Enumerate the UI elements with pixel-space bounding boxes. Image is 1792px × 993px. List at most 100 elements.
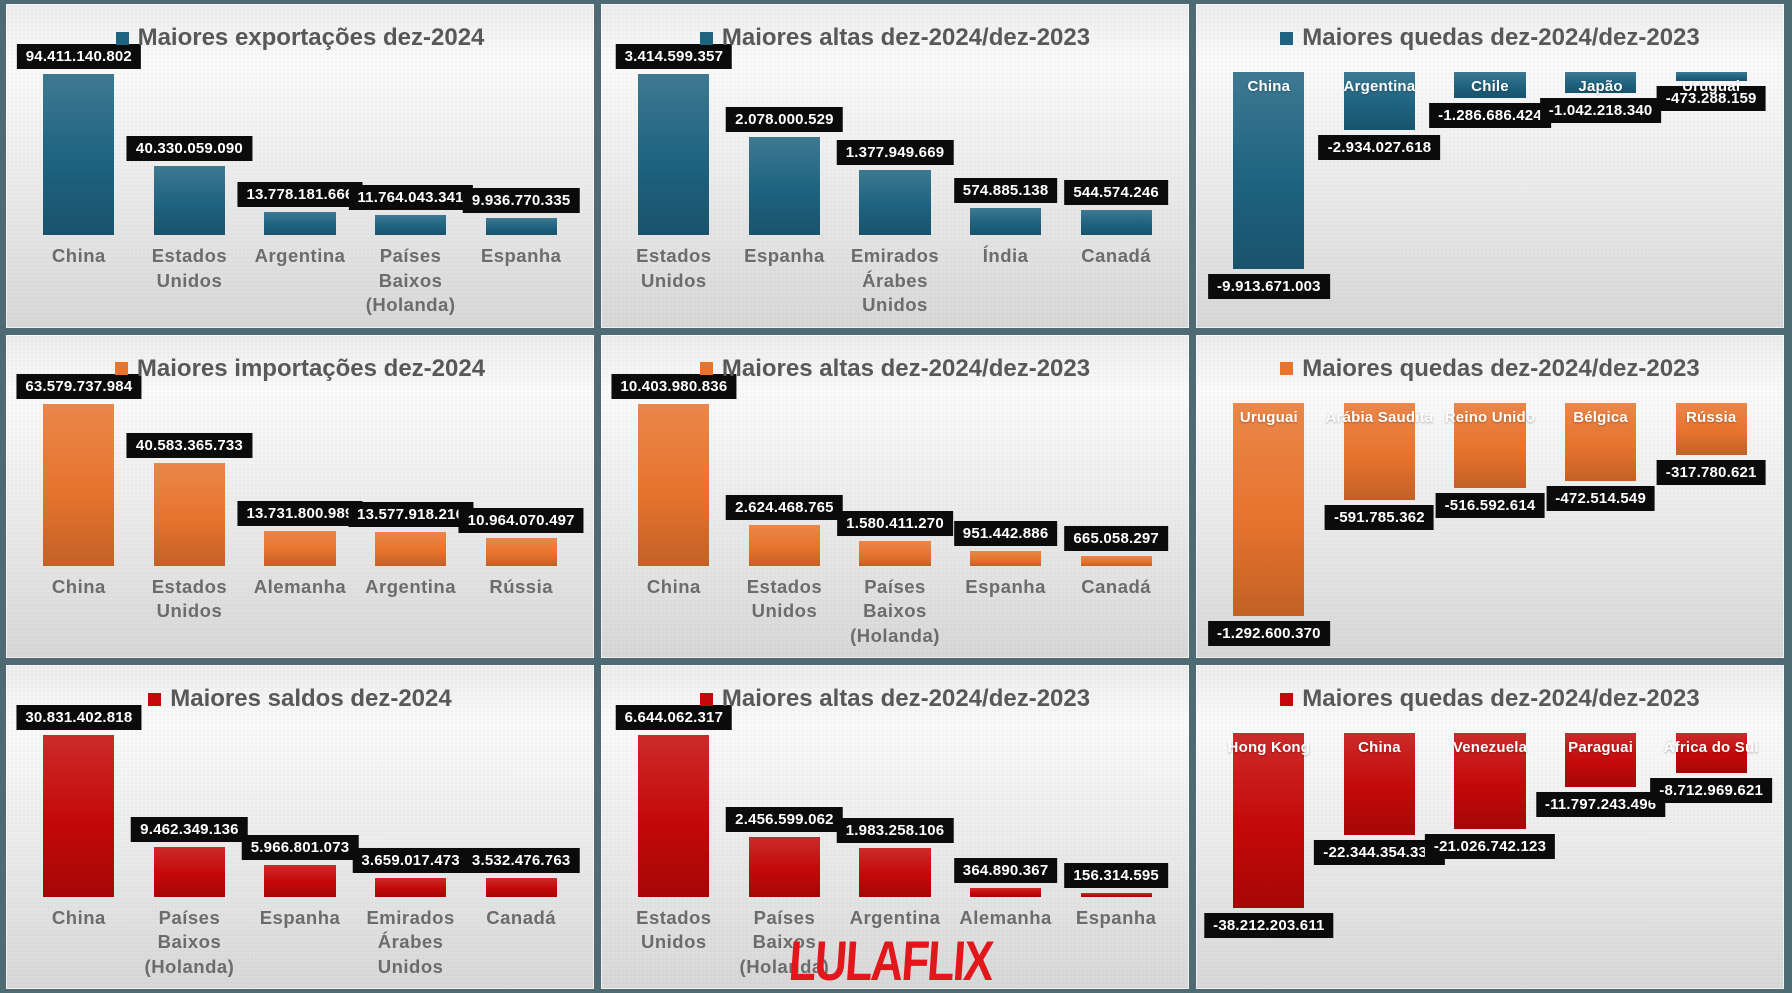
category-label: Países Baixos (Holanda) (144, 906, 235, 977)
bar-argentina (375, 531, 447, 567)
value-label: 3.532.476.763 (462, 848, 580, 874)
category-label: Países Baixos (Holanda) (739, 906, 830, 977)
bar-slot: -473.288.159 Uruguai (1656, 71, 1766, 269)
bar-espanha (264, 865, 336, 897)
bar-slot: 3.532.476.763 Canadá (462, 735, 580, 928)
bar-slot: -472.514.549 Bélgica (1546, 402, 1655, 617)
bar-slot: 40.330.059.090 Estados Unidos (126, 74, 252, 291)
bar-name-label: Venezuela (1452, 739, 1528, 757)
category-label: Espanha (480, 245, 562, 267)
bar-slot: 364.890.367 Alemanha (953, 735, 1058, 928)
value-label: -1.286.686.424 (1429, 102, 1551, 128)
value-label: 665.058.297 (1064, 525, 1168, 551)
bar-venezuela (1454, 733, 1526, 830)
value-label: 9.462.349.136 (131, 817, 248, 843)
bar-slot: -1.042.218.340 Japão (1539, 71, 1662, 269)
bar-slot: -22.344.354.330 China (1314, 733, 1445, 908)
plot-area: 3.414.599.357 Estados Unidos 2.078.000.529… (615, 43, 1168, 315)
bar-slot: 6.644.062.317 Estados Unidos (615, 704, 733, 952)
plot-area: -9.913.671.003 China -2.934.027.618 Argenti… (1207, 71, 1766, 300)
bar-china (638, 404, 710, 567)
bar-argentina (264, 211, 336, 236)
bar-slot: -1.286.686.424 Chile (1429, 71, 1551, 269)
category-label: Índia (982, 245, 1029, 267)
value-label: 13.577.918.216 (348, 501, 474, 527)
value-label: 9.936.770.335 (462, 188, 580, 214)
bar-slot: -516.592.614 Reino Unido (1435, 402, 1545, 617)
chart-legend: Maiores quedas dez-2024/dez-2023 (1196, 685, 1784, 713)
bar-slot: 11.764.043.341 Países Baixos (Holanda) (348, 74, 473, 315)
bar-name-label: Reino Unido (1444, 408, 1536, 426)
bar-slot: 1.377.949.669 Emirados Árabes Unidos (836, 74, 954, 315)
value-label: 30.831.402.818 (16, 704, 142, 730)
bar-china (43, 734, 115, 897)
bar-slot: 5.966.801.073 Espanha (241, 735, 359, 928)
bar-estados-unidos (638, 73, 710, 236)
value-label: -472.514.549 (1546, 485, 1655, 511)
category-label: Países Baixos (Holanda) (365, 245, 456, 316)
bar-name-label: Chile (1471, 77, 1509, 95)
bar--frica-do-sul (1675, 733, 1747, 774)
category-label: Espanha (965, 576, 1046, 598)
value-label: -22.344.354.330 (1314, 840, 1445, 866)
bar-slot: 665.058.297 Canadá (1064, 404, 1168, 597)
bar-slot: 30.831.402.818 China (16, 704, 142, 928)
bar-slot: -11.797.243.496 Paraguai (1535, 733, 1666, 908)
category-label: Emirados Árabes Unidos (366, 906, 455, 977)
chart-title: Maiores altas dez-2024/dez-2023 (721, 685, 1091, 713)
bar-slot: 13.731.800.989 Alemanha (237, 404, 363, 597)
value-label: 13.731.800.989 (237, 501, 363, 527)
bar-slot: -2.934.027.618 Argentina (1318, 71, 1441, 269)
bar-emirados-rabes-unidos (859, 170, 931, 236)
category-label: Estados Unidos (636, 245, 712, 291)
bar-slot: 10.403.980.836 China (611, 374, 737, 597)
chart-panel-9: Maiores quedas dez-2024/dez-2023 -38.212.… (1196, 665, 1784, 989)
value-label: 11.764.043.341 (348, 185, 473, 211)
bar-r-ssia (485, 538, 557, 567)
bar-slot: 1.983.258.106 Argentina (836, 735, 954, 928)
value-label: 2.456.599.062 (726, 806, 843, 832)
bar-pa-ses-baixos-holanda- (748, 836, 820, 897)
bar-slot: 2.624.468.765 Estados Unidos (726, 404, 843, 621)
chart-legend: Maiores quedas dez-2024/dez-2023 (1196, 24, 1784, 52)
bar-china (1233, 71, 1305, 270)
bar-espanha (970, 551, 1042, 567)
bar-chile (1454, 71, 1526, 98)
bar-pa-ses-baixos-holanda- (375, 215, 447, 236)
value-label: 13.778.181.666 (237, 181, 363, 207)
bar-name-label: África do Sul (1663, 739, 1759, 757)
chart-title: Maiores saldos dez-2024 (170, 685, 452, 713)
bar-espanha (1080, 892, 1152, 897)
value-label: -516.592.614 (1435, 492, 1545, 518)
plot-area: 94.411.140.802 China 40.330.059.090 Estados… (16, 43, 580, 315)
bar-slot: 40.583.365.733 Estados Unidos (126, 404, 252, 621)
bar-canad- (485, 878, 557, 897)
chart-title: Maiores importações dez-2024 (136, 354, 486, 382)
bar-name-label: Hong Kong (1227, 739, 1311, 757)
category-label: Canadá (1081, 576, 1152, 598)
bar-slot: 94.411.140.802 China (16, 43, 141, 266)
bar-estados-unidos (153, 166, 225, 236)
value-label: -473.288.159 (1656, 86, 1766, 112)
bar-slot: 3.414.599.357 Estados Unidos (615, 43, 733, 291)
value-label: -317.780.621 (1656, 460, 1766, 486)
bar-slot: -1.292.600.370 Uruguai (1207, 402, 1330, 647)
legend-square-icon (148, 692, 162, 706)
value-label: -2.934.027.618 (1318, 135, 1441, 161)
value-label: 5.966.801.073 (241, 835, 359, 861)
bar-argentina (1343, 71, 1415, 131)
bar-slot: 544.574.246 Canadá (1064, 74, 1168, 266)
bar-slot: 574.885.138 Índia (953, 74, 1058, 266)
bar--ndia (970, 208, 1042, 236)
bar-name-label: Uruguai (1239, 408, 1298, 426)
category-label: Estados Unidos (636, 906, 712, 953)
value-label: -1.042.218.340 (1539, 97, 1662, 123)
chart-panel-6: Maiores quedas dez-2024/dez-2023 -1.292.6… (1196, 334, 1784, 659)
bar-name-label: Arábia Saudita (1325, 408, 1434, 426)
bar-espanha (748, 136, 820, 236)
value-label: -591.785.362 (1325, 505, 1434, 531)
chart-panel-2: Maiores altas dez-2024/dez-2023 3.414.599… (601, 4, 1189, 328)
chart-panel-7: Maiores saldos dez-2024 30.831.402.818 Chi… (6, 665, 594, 989)
bar-slot: 9.462.349.136 Países Baixos (Holanda) (131, 735, 248, 977)
bar-name-label: Japão (1578, 77, 1623, 95)
